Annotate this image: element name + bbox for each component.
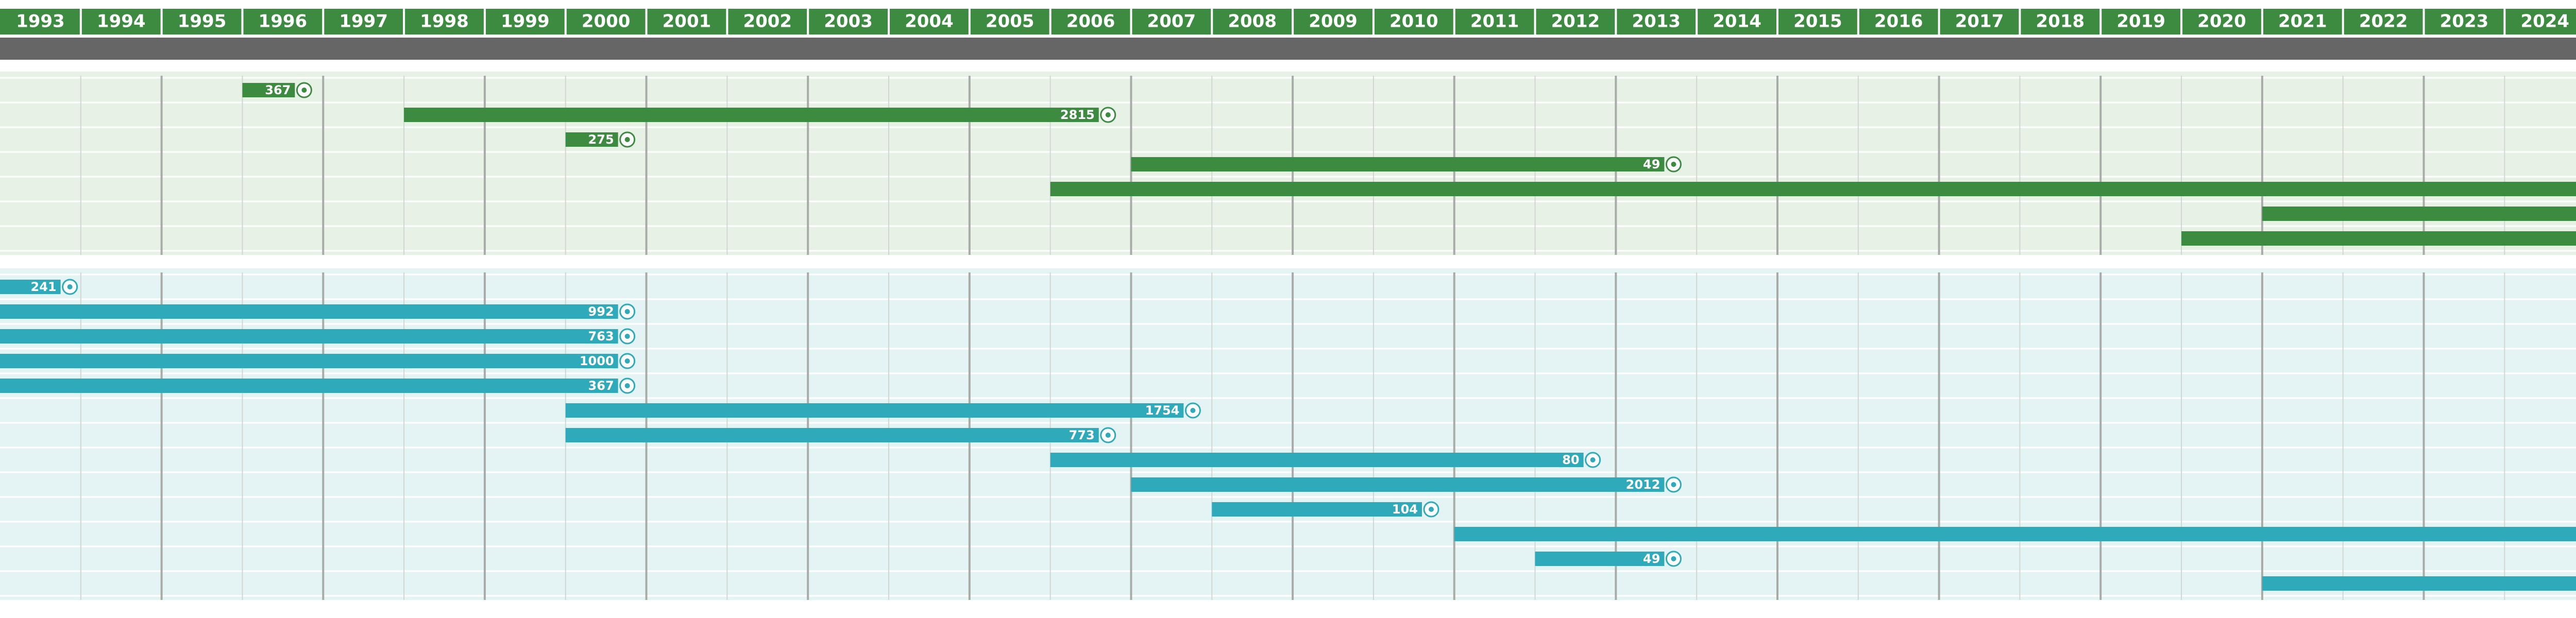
year-label[interactable]: 2007 xyxy=(1147,11,1196,32)
bar-count: 80 xyxy=(1562,453,1579,467)
row-icon-dot xyxy=(1671,162,1676,167)
year-label[interactable]: 1999 xyxy=(501,11,550,32)
year-label[interactable]: 1997 xyxy=(339,11,388,32)
bar-count: 1000 xyxy=(580,354,614,368)
toolbar-strip xyxy=(0,38,2576,60)
year-label[interactable]: 2020 xyxy=(2197,11,2246,32)
row-icon-dot xyxy=(67,284,73,289)
header-bar xyxy=(0,9,2576,35)
bar[interactable] xyxy=(2262,207,2576,221)
bar[interactable] xyxy=(1131,477,1665,492)
bar[interactable] xyxy=(2262,576,2576,591)
bar[interactable] xyxy=(0,280,61,294)
year-label[interactable]: 1994 xyxy=(97,11,146,32)
year-label[interactable]: 2008 xyxy=(1228,11,1277,32)
year-label[interactable]: 2017 xyxy=(1955,11,2004,32)
year-label[interactable]: 2002 xyxy=(743,11,792,32)
bar-count: 241 xyxy=(31,280,57,294)
row-icon-dot xyxy=(1429,507,1434,512)
bar-count: 763 xyxy=(588,329,614,344)
bar-count: 992 xyxy=(588,304,614,319)
year-label[interactable]: 1998 xyxy=(420,11,469,32)
year-label[interactable]: 2006 xyxy=(1066,11,1115,32)
bar[interactable] xyxy=(1454,527,2576,541)
year-label[interactable]: 2018 xyxy=(2036,11,2085,32)
year-label[interactable]: 1993 xyxy=(16,11,65,32)
year-label[interactable]: 2016 xyxy=(1874,11,1923,32)
bar[interactable] xyxy=(1535,552,1665,566)
bar[interactable] xyxy=(242,83,295,97)
year-label[interactable]: 2010 xyxy=(1389,11,1438,32)
year-label[interactable]: 2004 xyxy=(905,11,954,32)
year-label[interactable]: 2000 xyxy=(582,11,631,32)
row-icon-dot xyxy=(624,137,630,142)
bar[interactable] xyxy=(0,354,618,368)
year-label[interactable]: 2015 xyxy=(1793,11,1842,32)
bar-count: 367 xyxy=(588,379,614,393)
year-label[interactable]: 2019 xyxy=(2116,11,2165,32)
bar[interactable] xyxy=(1212,502,1422,517)
year-label[interactable]: 2014 xyxy=(1713,11,1761,32)
bar-count: 104 xyxy=(1392,502,1418,517)
row-icon-dot xyxy=(1190,408,1196,413)
bar-count: 275 xyxy=(588,132,614,147)
bar[interactable] xyxy=(0,329,618,344)
year-label[interactable]: 2024 xyxy=(2520,11,2569,32)
bar[interactable] xyxy=(565,132,618,147)
bar-count: 2012 xyxy=(1626,477,1660,492)
row-icon-dot xyxy=(301,88,307,93)
year-label[interactable]: 2021 xyxy=(2278,11,2327,32)
year-label[interactable]: 2005 xyxy=(986,11,1035,32)
bar[interactable] xyxy=(1131,157,1665,171)
bar[interactable] xyxy=(404,108,1099,122)
year-label[interactable]: 2022 xyxy=(2359,11,2408,32)
row-icon-dot xyxy=(624,334,630,339)
row-icon-dot xyxy=(624,383,630,388)
row-icon-dot xyxy=(1671,482,1676,487)
bar[interactable] xyxy=(0,304,618,319)
row-icon-dot xyxy=(1105,433,1111,438)
bar-count: 1754 xyxy=(1145,403,1180,418)
year-label[interactable]: 2013 xyxy=(1632,11,1681,32)
year-label[interactable]: 2012 xyxy=(1551,11,1600,32)
bar[interactable] xyxy=(0,379,618,393)
year-label[interactable]: 1996 xyxy=(259,11,308,32)
year-label[interactable]: 2003 xyxy=(824,11,873,32)
bar[interactable] xyxy=(1050,453,1584,467)
bar-count: 49 xyxy=(1643,552,1660,566)
bar[interactable] xyxy=(565,403,1184,418)
year-label[interactable]: 1995 xyxy=(178,11,227,32)
bar-count: 773 xyxy=(1069,428,1095,442)
year-label[interactable]: 2009 xyxy=(1309,11,1358,32)
row-icon-dot xyxy=(1590,457,1596,462)
year-label[interactable]: 2011 xyxy=(1470,11,1519,32)
bar[interactable] xyxy=(1050,182,2576,196)
year-label[interactable]: 2023 xyxy=(2440,11,2489,32)
bar[interactable] xyxy=(2181,231,2576,246)
year-label[interactable]: 2001 xyxy=(663,11,711,32)
bar[interactable] xyxy=(565,428,1099,442)
row-icon-dot xyxy=(624,358,630,364)
row-icon-dot xyxy=(1671,556,1676,561)
bar-count: 49 xyxy=(1643,157,1660,171)
bar-count: 2815 xyxy=(1060,108,1095,122)
bar-count: 367 xyxy=(265,83,291,97)
row-icon-dot xyxy=(624,309,630,314)
row-icon-dot xyxy=(1105,112,1111,117)
